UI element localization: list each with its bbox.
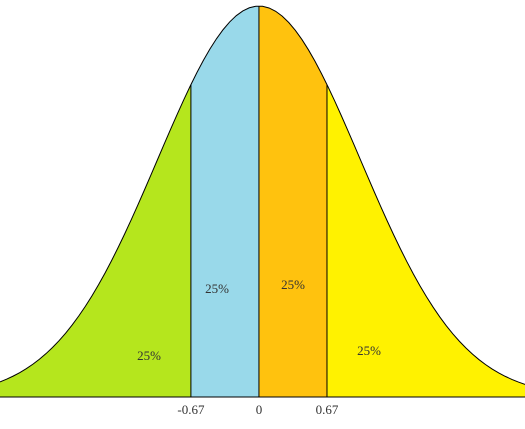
- x-tick-label: 0: [256, 402, 263, 417]
- region: [258, 6, 327, 397]
- region-label: 25%: [137, 348, 161, 363]
- region-label: 25%: [281, 277, 305, 292]
- region: [190, 6, 259, 397]
- region-label: 25%: [205, 281, 229, 296]
- region: [326, 84, 525, 397]
- region-label: 25%: [357, 343, 381, 358]
- region: [0, 84, 191, 397]
- x-tick-label: 0.67: [316, 402, 339, 417]
- x-tick-label: -0.67: [177, 402, 205, 417]
- density-curve: [0, 5, 525, 385]
